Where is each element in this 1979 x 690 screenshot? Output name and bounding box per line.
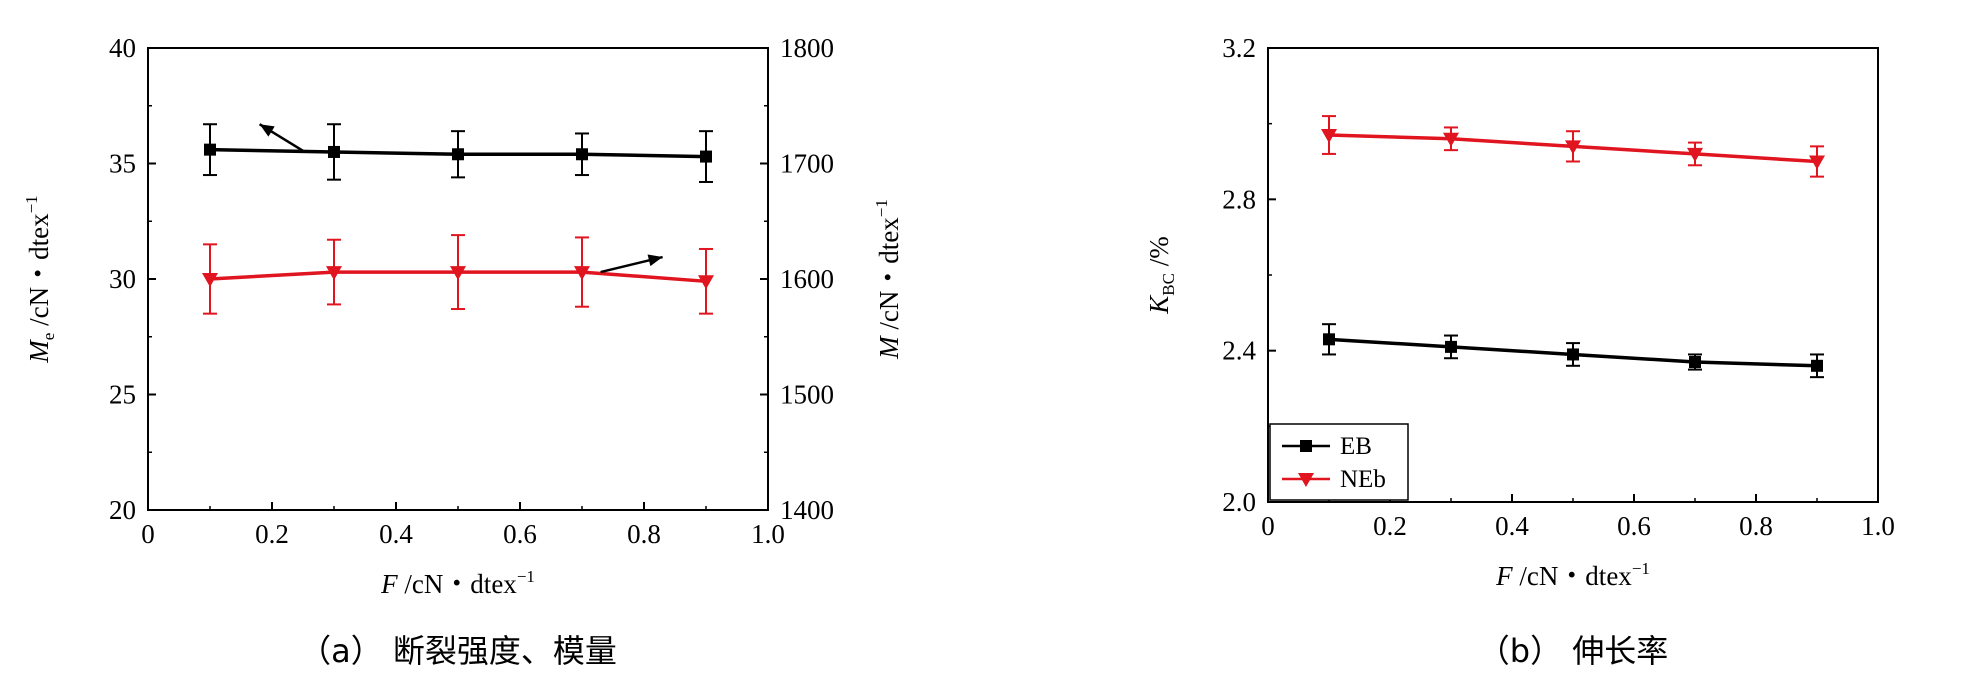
y-tick-label: 2.4 [1222, 336, 1256, 366]
x-tick-label: 0 [141, 519, 155, 549]
x-tick-label: 0.8 [627, 519, 661, 549]
data-point [1565, 140, 1581, 155]
y-axis-label: KBC /% [1144, 236, 1178, 314]
series-0 [203, 123, 713, 183]
x-tick-label: 0.6 [1617, 511, 1651, 541]
y-tick-label: 3.2 [1222, 33, 1256, 63]
y-tick-label: 25 [109, 380, 136, 410]
y-tick-label: 35 [109, 149, 136, 179]
chart-panel-a: 0 0.2 0.4 0.6 0.8 1.0 20 25 30 35 40 1400 1500 1600 17… [22, 33, 904, 670]
legend-marker [1300, 440, 1312, 452]
y2-tick-label: 1800 [780, 33, 834, 63]
series-1 [202, 234, 714, 315]
series-neb [1321, 115, 1825, 178]
data-point [1445, 340, 1457, 353]
y2-tick-label: 1400 [780, 495, 834, 525]
y2-axis-label: M /cN・dtex−1 [872, 199, 904, 360]
data-point [450, 266, 466, 281]
y2-tick-label: 1500 [780, 380, 834, 410]
data-point [1567, 348, 1579, 361]
data-point [1689, 356, 1701, 369]
y-axis-label: Me /cN・dtex−1 [22, 195, 58, 363]
legend-box [1269, 423, 1409, 501]
x-tick-label: 1.0 [751, 519, 785, 549]
x-tick-label: 0.4 [1495, 511, 1529, 541]
data-point [202, 273, 218, 287]
axis-arrow-head [647, 254, 663, 267]
data-point [204, 143, 216, 156]
data-point [700, 150, 712, 163]
data-point [574, 266, 590, 281]
x-tick-label: 1.0 [1861, 511, 1895, 541]
data-point [328, 145, 340, 158]
data-point [1443, 132, 1459, 147]
data-point [1809, 155, 1825, 170]
x-tick-label: 0 [1261, 511, 1275, 541]
legend-label: NEb [1340, 466, 1386, 493]
data-point [1811, 359, 1823, 372]
y-tick-label: 40 [109, 33, 136, 63]
series-eb [1322, 323, 1824, 379]
x-axis-label: F /cN・dtex−1 [380, 567, 535, 599]
y-tick-label: 30 [109, 264, 136, 294]
data-point [326, 266, 342, 281]
y-tick-label: 20 [109, 495, 136, 525]
y2-tick-label: 1700 [780, 149, 834, 179]
data-point [576, 148, 588, 161]
x-tick-label: 0.2 [255, 519, 289, 549]
data-point [1323, 333, 1335, 346]
y2-tick-label: 1600 [780, 264, 834, 294]
x-tick-label: 0.6 [503, 519, 537, 549]
y-tick-label: 2.0 [1222, 487, 1256, 517]
data-point [452, 148, 464, 161]
panel-caption: （a） 断裂强度、模量 [299, 632, 617, 670]
x-tick-label: 0.4 [379, 519, 413, 549]
legend-label: EB [1340, 433, 1372, 460]
x-tick-label: 0.2 [1373, 511, 1407, 541]
y-tick-label: 2.8 [1222, 184, 1256, 214]
x-axis-label: F /cN・dtex−1 [1495, 559, 1650, 591]
legend-marker [1298, 473, 1314, 487]
axis-arrow-head [259, 124, 275, 137]
data-point [1687, 147, 1703, 162]
x-tick-label: 0.8 [1739, 511, 1773, 541]
data-point [698, 275, 714, 290]
panel-caption: （b） 伸长率 [1478, 632, 1669, 670]
data-point [1321, 129, 1337, 144]
chart-panel-b: 0 0.2 0.4 0.6 0.8 1.0 2.0 2.4 2.8 3.2 F /cN・dtex−1… [1144, 33, 1895, 670]
